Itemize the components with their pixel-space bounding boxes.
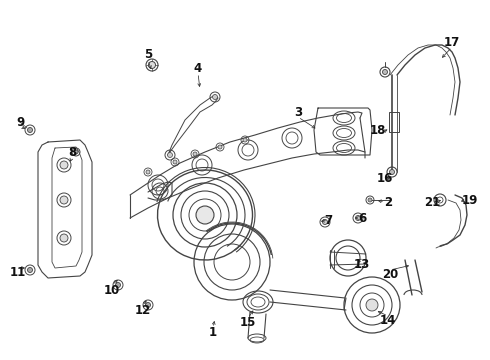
Text: 2: 2 xyxy=(384,195,392,208)
Text: 21: 21 xyxy=(424,195,440,208)
Circle shape xyxy=(356,216,361,220)
Circle shape xyxy=(60,234,68,242)
Text: 14: 14 xyxy=(380,314,396,327)
Text: 5: 5 xyxy=(144,49,152,62)
Text: 16: 16 xyxy=(377,171,393,184)
Circle shape xyxy=(383,69,388,75)
Circle shape xyxy=(218,145,222,149)
Text: 8: 8 xyxy=(68,145,76,158)
Text: 18: 18 xyxy=(370,123,386,136)
Circle shape xyxy=(60,161,68,169)
Text: 13: 13 xyxy=(354,258,370,271)
Circle shape xyxy=(390,170,394,175)
Text: 7: 7 xyxy=(324,213,332,226)
Circle shape xyxy=(193,152,197,156)
Circle shape xyxy=(146,302,150,307)
Text: 3: 3 xyxy=(294,105,302,118)
Circle shape xyxy=(27,127,32,132)
Circle shape xyxy=(146,170,150,174)
Text: 10: 10 xyxy=(104,284,120,297)
Text: 1: 1 xyxy=(209,327,217,339)
Circle shape xyxy=(196,206,214,224)
Text: 9: 9 xyxy=(16,116,24,129)
Circle shape xyxy=(116,283,121,288)
Text: 12: 12 xyxy=(135,303,151,316)
Circle shape xyxy=(213,94,218,99)
Bar xyxy=(389,112,399,132)
Circle shape xyxy=(60,196,68,204)
Text: 19: 19 xyxy=(462,194,478,207)
Circle shape xyxy=(368,198,372,202)
Circle shape xyxy=(173,160,177,164)
Text: 20: 20 xyxy=(382,269,398,282)
Circle shape xyxy=(27,267,32,273)
Circle shape xyxy=(148,62,155,68)
Circle shape xyxy=(168,153,172,158)
Circle shape xyxy=(243,138,247,142)
Text: 6: 6 xyxy=(358,211,366,225)
Circle shape xyxy=(322,220,327,225)
Text: 17: 17 xyxy=(444,36,460,49)
Circle shape xyxy=(366,299,378,311)
Text: 15: 15 xyxy=(240,315,256,328)
Text: 11: 11 xyxy=(10,266,26,279)
Circle shape xyxy=(74,150,78,154)
Text: 4: 4 xyxy=(194,62,202,75)
